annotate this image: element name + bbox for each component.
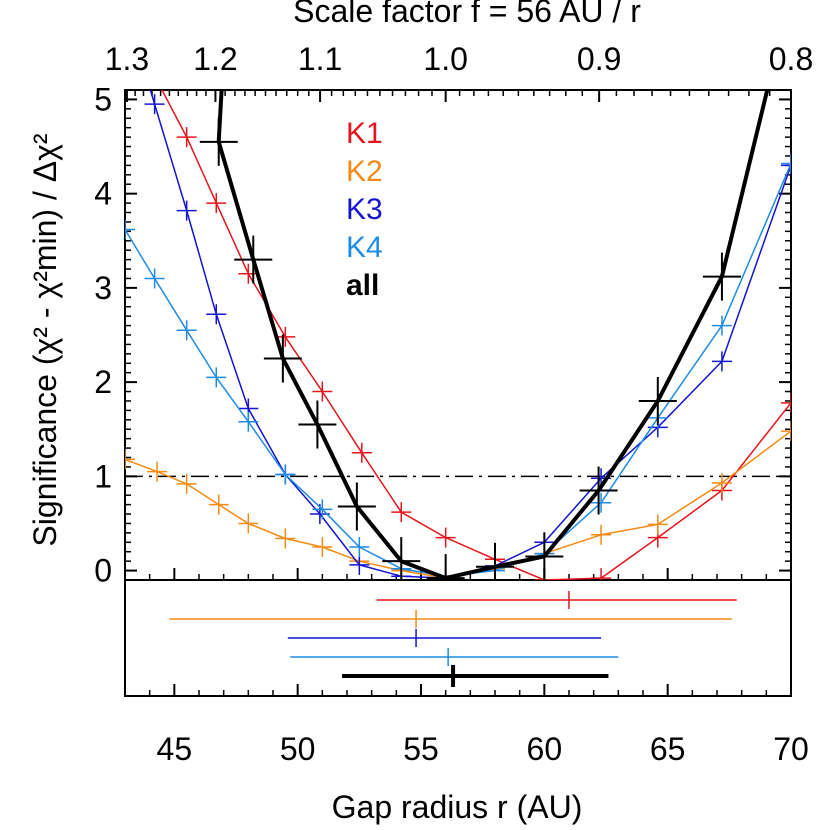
data-point-all — [579, 466, 618, 515]
y-tick-label: 5 — [94, 81, 112, 117]
data-point-K1 — [176, 127, 197, 148]
data-point-all — [382, 537, 421, 580]
data-point-K1 — [206, 193, 227, 214]
data-point-K2 — [647, 514, 668, 535]
legend-label-K1: K1 — [346, 117, 383, 150]
top-tick-label: 1.0 — [423, 41, 467, 77]
data-point-all — [525, 532, 564, 580]
data-point-K4 — [125, 219, 135, 240]
data-point-K2 — [125, 449, 135, 470]
data-point-K3 — [144, 94, 165, 115]
series-line-K3 — [149, 90, 791, 579]
x-tick-label: 45 — [157, 731, 193, 767]
data-point-K2 — [176, 473, 197, 494]
data-point-K2 — [781, 421, 791, 442]
top-axis-title: Scale factor f = 56 AU / r — [293, 0, 641, 29]
top-tick-label: 1.1 — [298, 41, 342, 77]
data-point-all — [702, 252, 741, 301]
y-tick-label: 4 — [94, 176, 112, 212]
data-point-K4 — [312, 499, 333, 520]
data-point-all — [476, 542, 514, 580]
data-point-K3 — [206, 304, 227, 325]
data-point-K3 — [781, 155, 791, 176]
top-tick-label: 0.8 — [769, 41, 813, 77]
data-point-K4 — [711, 315, 732, 336]
data-point-K1 — [275, 326, 296, 347]
data-point-K3 — [349, 554, 370, 575]
top-tick-label: 0.9 — [577, 41, 621, 77]
data-point-K2 — [275, 528, 296, 549]
data-point-K4 — [781, 153, 791, 174]
data-point-K4 — [238, 411, 259, 432]
data-point-K1 — [435, 527, 456, 548]
data-point-all — [263, 334, 302, 383]
x-tick-label: 60 — [527, 731, 563, 767]
legend-label-all: all — [346, 269, 379, 302]
data-point-all — [199, 117, 238, 166]
x-axis-title: Gap radius r (AU) — [332, 789, 583, 825]
y-tick-label: 1 — [94, 458, 112, 494]
y-tick-label: 2 — [94, 364, 112, 400]
data-point-K2 — [238, 513, 259, 534]
data-point-all — [298, 400, 337, 449]
top-tick-label: 1.3 — [105, 41, 149, 77]
data-point-K4 — [144, 268, 165, 289]
legend-label-K4: K4 — [346, 231, 383, 264]
y-axis-title: Significance (χ² - χ²min) / Δχ² — [27, 133, 63, 547]
data-point-K1 — [591, 568, 612, 580]
x-tick-label: 50 — [280, 731, 316, 767]
data-point-K2 — [711, 472, 732, 493]
data-point-K1 — [351, 442, 372, 463]
series-line-K4 — [125, 163, 791, 577]
data-point-K4 — [176, 320, 197, 341]
data-point-K4 — [206, 367, 227, 388]
data-point-K2 — [208, 494, 229, 515]
top-tick-label: 1.2 — [193, 41, 237, 77]
data-point-K3 — [176, 200, 197, 221]
data-point-K1 — [312, 381, 333, 402]
series-line-K1 — [161, 90, 791, 580]
data-point-K4 — [591, 492, 612, 513]
data-point-K1 — [391, 502, 412, 523]
data-point-K3 — [711, 351, 732, 372]
data-point-all — [234, 235, 273, 284]
data-point-K1 — [781, 392, 791, 413]
data-point-K4 — [275, 464, 296, 485]
x-tick-label: 70 — [773, 731, 809, 767]
legend-label-K3: K3 — [346, 193, 383, 226]
data-point-K2 — [312, 537, 333, 558]
series-line-K2 — [125, 430, 791, 579]
data-point-K2 — [147, 461, 168, 482]
x-tick-label: 65 — [650, 731, 686, 767]
x-tick-label: 55 — [403, 731, 439, 767]
data-point-all — [638, 376, 677, 425]
y-tick-label: 0 — [94, 553, 112, 589]
bottom-plot-frame — [124, 579, 792, 697]
data-point-all — [337, 482, 376, 531]
data-point-K4 — [349, 537, 370, 558]
data-point-K1 — [238, 263, 259, 284]
y-tick-label: 3 — [94, 270, 112, 306]
legend-label-K2: K2 — [346, 155, 383, 188]
series-line-all — [216, 90, 770, 580]
data-point-K2 — [591, 524, 612, 545]
data-point-all — [426, 554, 465, 580]
